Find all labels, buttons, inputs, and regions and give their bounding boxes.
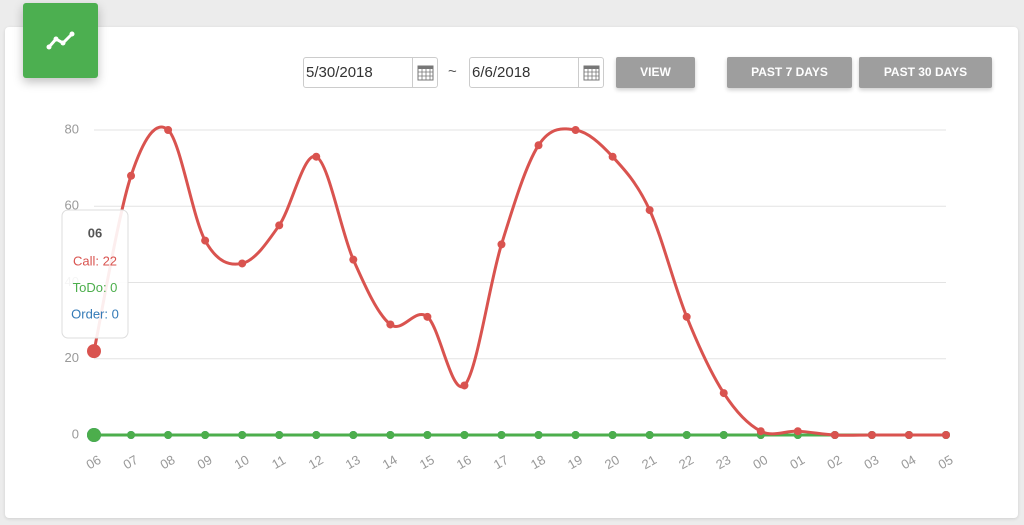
x-tick-label: 09: [195, 452, 215, 472]
x-tick-label: 20: [602, 452, 622, 472]
calendar-icon[interactable]: [412, 58, 437, 87]
data-point: [164, 431, 173, 439]
tooltip-line: ToDo: 0: [73, 280, 118, 295]
date-to[interactable]: 6/6/2018: [469, 57, 604, 88]
date-to-text: 6/6/2018: [472, 64, 531, 81]
calendar-icon[interactable]: [578, 58, 603, 87]
x-tick-label: 10: [232, 452, 252, 472]
y-tick-label: 20: [65, 350, 79, 365]
x-tick-label: 03: [861, 452, 881, 472]
x-tick-label: 15: [417, 452, 437, 472]
date-from-text: 5/30/2018: [306, 64, 373, 81]
x-tick-label: 11: [269, 452, 288, 472]
chart-icon: [23, 3, 98, 78]
data-point: [904, 431, 913, 439]
data-point: [719, 431, 728, 439]
x-tick-label: 18: [528, 452, 548, 472]
data-point: [645, 206, 654, 215]
data-point: [275, 221, 284, 230]
data-point: [534, 141, 543, 150]
x-tick-label: 02: [824, 452, 844, 472]
data-point: [682, 312, 691, 321]
x-tick-label: 01: [787, 452, 807, 472]
x-tick-label: 16: [454, 452, 474, 472]
data-point: [201, 236, 210, 245]
y-tick-label: 0: [72, 426, 79, 441]
data-point: [867, 431, 876, 439]
data-point: [571, 126, 580, 134]
tooltip-line: Order: 0: [71, 306, 119, 321]
x-tick-label: 08: [158, 452, 178, 472]
tooltip-title: 06: [88, 225, 102, 240]
data-point: [312, 152, 321, 161]
y-tick-label: 60: [65, 198, 79, 213]
data-point: [87, 428, 101, 442]
data-point: [571, 431, 580, 439]
data-point: [386, 320, 395, 329]
tooltip-line: Call: 22: [73, 253, 117, 268]
data-point: [460, 431, 469, 439]
data-point: [460, 381, 469, 390]
x-tick-label: 22: [676, 452, 696, 472]
series-line: [92, 125, 946, 437]
x-tick-label: 07: [120, 452, 140, 472]
x-tick-label: 21: [639, 452, 659, 472]
data-point: [386, 431, 395, 439]
data-point: [497, 431, 506, 439]
data-point: [87, 344, 101, 359]
x-tick-label: 13: [343, 452, 363, 472]
data-point: [534, 431, 543, 439]
data-point: [608, 152, 617, 161]
tooltip-box: [61, 209, 129, 339]
data-point: [793, 427, 802, 436]
data-point: [127, 431, 136, 439]
x-tick-label: 23: [713, 452, 733, 472]
data-point: [164, 126, 173, 134]
data-point: [719, 389, 728, 398]
date-from[interactable]: 5/30/2018: [303, 57, 438, 88]
data-point: [238, 431, 247, 439]
data-point: [682, 431, 691, 439]
x-tick-label: 17: [491, 452, 511, 472]
data-point: [756, 427, 765, 436]
data-point: [942, 431, 950, 439]
x-tick-label: 05: [935, 452, 955, 472]
data-point: [127, 171, 136, 180]
view-button[interactable]: VIEW: [616, 57, 695, 88]
date-separator: ~: [448, 63, 457, 80]
past-30-days-button[interactable]: PAST 30 DAYS: [859, 57, 992, 88]
data-point: [423, 312, 432, 321]
data-point: [608, 431, 617, 439]
data-point: [349, 431, 358, 439]
data-point: [830, 431, 839, 439]
tooltip: 06 Call: 22 ToDo: 0 Order: 0: [61, 209, 129, 339]
past-7-days-button[interactable]: PAST 7 DAYS: [727, 57, 852, 88]
x-tick-label: 00: [750, 452, 770, 472]
data-point: [349, 255, 358, 264]
data-point: [497, 240, 506, 249]
data-point: [275, 431, 284, 439]
data-point: [312, 431, 321, 439]
data-point: [423, 431, 432, 439]
data-point: [238, 259, 247, 268]
x-tick-label: 14: [380, 452, 400, 472]
x-tick-label: 04: [898, 452, 918, 472]
data-point: [201, 431, 210, 439]
x-tick-label: 12: [306, 452, 326, 472]
x-tick-label: 06: [83, 452, 103, 472]
y-tick-label: 80: [65, 121, 79, 136]
data-point: [645, 431, 654, 439]
x-tick-label: 19: [565, 452, 585, 472]
